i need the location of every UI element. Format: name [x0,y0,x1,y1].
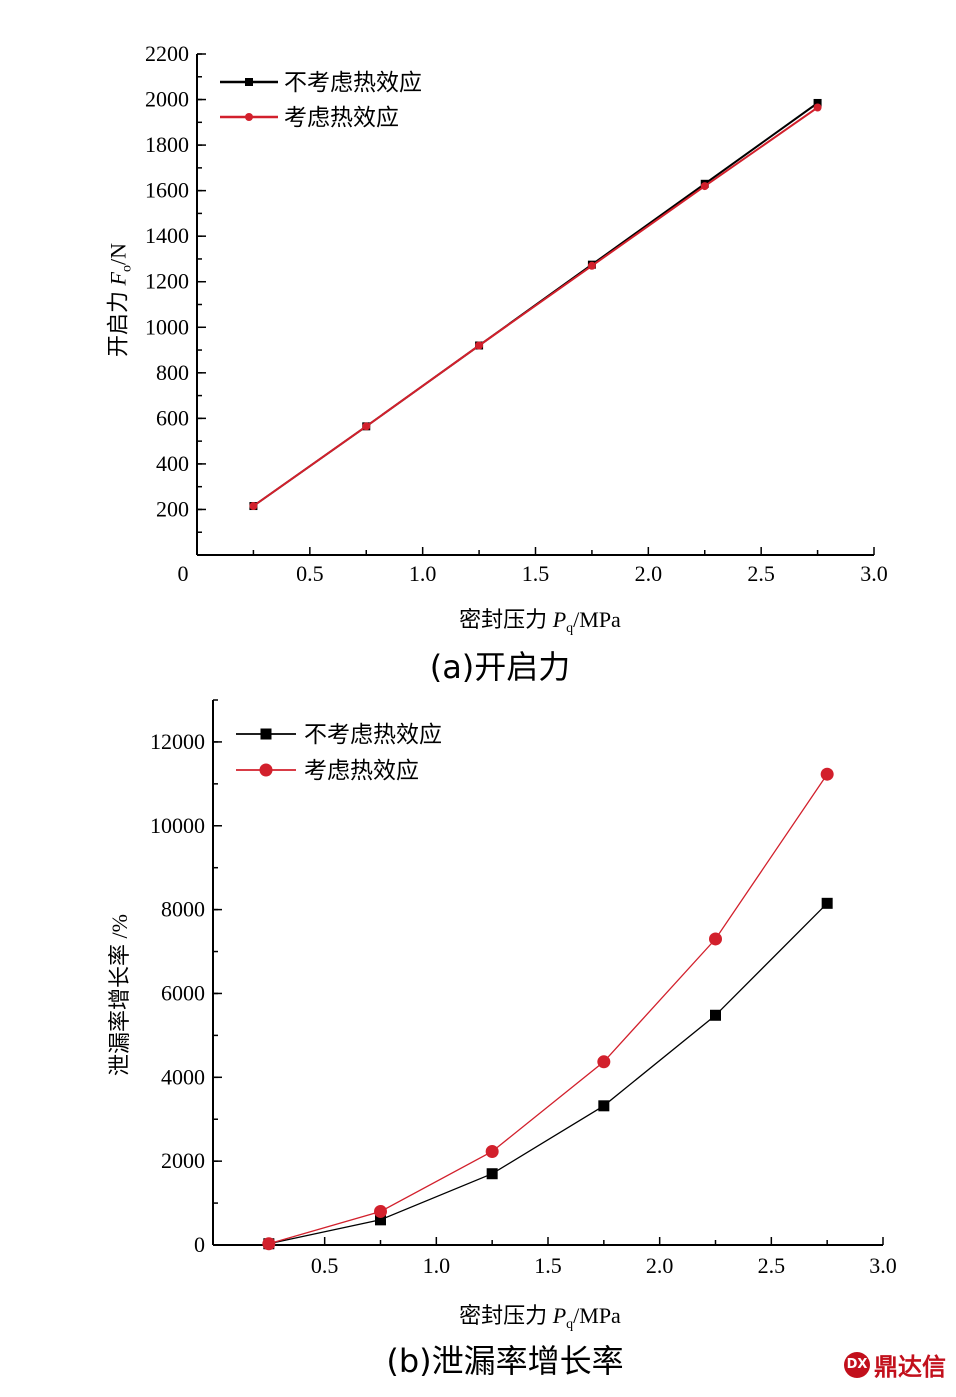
chart-b-x-tick-label: 3.0 [869,1253,897,1278]
chart-b-data-point [597,1055,611,1069]
chart-b-x-label-subscript: q [566,1317,574,1332]
chart-a-x-tick-label: 2.5 [747,561,775,586]
chart-a-y-tick-label: 1000 [145,314,189,339]
chart-b-data-point [598,1100,610,1112]
chart-b-x-label-unit: /MPa [573,1303,621,1328]
chart-b-data-point [486,1168,498,1180]
chart-b-data-point [375,1214,386,1226]
chart-b-y-tick-label: 10000 [150,813,205,838]
chart-a-data-point [587,261,596,270]
chart-a-data-point [475,341,484,350]
chart-a-x-tick-label: 0 [178,561,189,586]
chart-a-series-thermal [249,103,822,511]
chart-a-y-tick-label: 400 [156,451,189,476]
chart-b-x-label-text: 密封压力 [459,1303,553,1328]
chart-a-x-tick-label: 1.0 [409,561,437,586]
chart-b-y-label-text: 泄漏率增长率 /% [107,914,132,1076]
chart-b-series-thermal [262,767,834,1251]
chart-a-y-tick-label: 2200 [145,41,189,66]
chart-a-y-tick-label: 1600 [145,178,189,203]
chart-b-data-point [820,767,834,781]
chart-b-x-axis-label: 密封压力 Pq/MPa [459,1298,621,1333]
chart-a-y-axis-label: 开启力 Fo/N [101,243,136,357]
chart-b-x-label-symbol: P [552,1303,567,1328]
chart-b-data-point [262,1237,276,1251]
chart-b-legend-marker [259,763,273,777]
chart-a-x-label-symbol: P [552,607,567,632]
chart-b-legend-label: 考虑热效应 [304,758,419,784]
chart-b-y-axis-label: 泄漏率增长率 /% [102,914,134,1076]
chart-a-series-line [252,106,819,507]
chart-b-y-tick-label: 6000 [161,980,205,1005]
chart-b-y-tick-label: 12000 [150,729,205,754]
chart-a-legend-entry: 不考虑热效应 [220,70,422,96]
chart-a-y-tick-label: 200 [156,496,189,521]
watermark: DX 鼎达信 [844,1347,946,1382]
chart-b-series-no-thermal [263,897,833,1250]
chart-b-x-tick-label: 1.5 [534,1253,562,1278]
chart-b-y-tick-label: 8000 [161,897,205,922]
chart-b-legend-entry: 不考虑热效应 [236,722,442,748]
chart-b-legend-marker [260,728,272,740]
chart-a-caption: (a)开启力 [429,648,571,686]
chart-a-legend-label: 考虑热效应 [284,105,399,131]
chart-a-x-tick-label: 0.5 [296,561,324,586]
chart-a-plot: 0 0.5 1.0 1.5 2.0 2.5 3.0 200 400 600 800 1000 1200 1… [145,41,888,586]
chart-a-x-tick-label: 2.0 [635,561,663,586]
chart-a-x-tick-label: 1.5 [522,561,550,586]
watermark-logo-icon: DX [844,1351,870,1378]
chart-b-data-point [821,897,833,909]
watermark-text: 鼎达信 [874,1353,946,1381]
chart-a-y-tick-label: 1400 [145,223,189,248]
chart-b-caption: (b)泄漏率增长率 [386,1342,624,1380]
chart-b-series-line [268,773,828,1245]
chart-b-y-tick-label: 0 [194,1232,205,1257]
chart-a-y-tick-label: 1800 [145,132,189,157]
chart-a-x-label-subscript: q [566,621,574,636]
chart-a-y-label-subscript: o [119,265,135,273]
chart-a-y-tick-label: 2000 [145,87,189,112]
chart-a-y-label-text: 开启力 [105,285,131,357]
chart-a-y-tick-label: 800 [156,360,189,385]
chart-a-y-label-symbol: F [105,272,131,286]
chart-a-x-tick-label: 3.0 [860,561,888,586]
chart-a-y-tick-label: 600 [156,405,189,430]
chart-a-data-point [813,103,822,112]
chart-a-data-point [249,502,258,511]
chart-b-x-tick-label: 1.0 [423,1253,451,1278]
chart-a-legend-label: 不考虑热效应 [284,70,422,96]
chart-b-data-point [709,932,722,946]
chart-a-legend-entry: 考虑热效应 [220,105,399,131]
chart-a-y-label-unit: /N [105,243,131,266]
chart-b-plot: 0.5 1.0 1.5 2.0 2.5 3.0 0 2000 4000 6000 8000 10000… [150,699,897,1278]
chart-b-y-tick-label: 4000 [161,1064,205,1089]
chart-a-legend-marker [245,113,253,121]
chart-b-x-tick-label: 2.5 [758,1253,786,1278]
chart-b-x-tick-label: 2.0 [646,1253,674,1278]
chart-b-data-point [710,1009,721,1021]
chart-a-x-axis-label: 密封压力 Pq/MPa [459,602,621,637]
chart-b-x-tick-label: 0.5 [311,1253,339,1278]
chart-b-series-line [268,902,828,1245]
chart-b-data-point [374,1204,387,1218]
chart-b-legend-entry: 考虑热效应 [236,758,419,784]
chart-b-legend-label: 不考虑热效应 [304,722,442,748]
chart-a-x-label-text: 密封压力 [459,607,553,632]
chart-a-data-point [700,182,709,191]
chart-a-legend-marker [245,78,253,86]
chart-a-data-point [813,98,822,107]
chart-a-y-tick-label: 1200 [145,269,189,294]
chart-a-x-label-unit: /MPa [573,607,621,632]
chart-a-data-point [362,422,371,431]
chart-b-data-point [485,1145,499,1159]
chart-b-y-tick-label: 2000 [161,1148,205,1173]
